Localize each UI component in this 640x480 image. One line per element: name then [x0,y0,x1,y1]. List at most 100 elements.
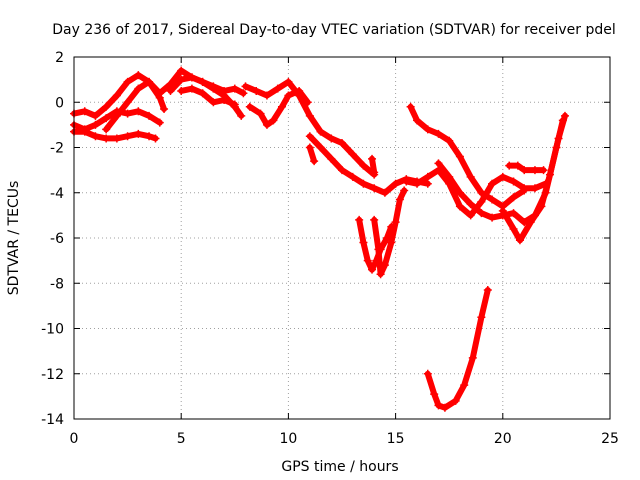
data-point-marker [134,107,143,116]
data-point-marker [123,77,132,86]
data-point-marker [455,152,464,161]
data-point-marker [515,236,524,245]
data-point-marker [445,136,454,145]
data-point-marker [466,172,475,181]
data-point-marker [239,89,248,98]
data-point-marker [440,403,449,412]
data-point-marker [370,184,379,193]
data-point-marker [187,73,196,82]
data-point-marker [488,179,497,188]
data-point-marker [102,114,111,123]
data-point-marker [445,172,454,181]
data-point-marker [406,102,415,111]
data-point-marker [387,238,396,247]
data-point-marker [102,134,111,143]
data-point-marker [177,86,186,95]
data-point-marker [413,116,422,125]
y-tick-label: 2 [55,50,64,66]
data-point-marker [303,98,312,107]
data-point-marker [348,172,357,181]
data-point-marker [466,211,475,220]
x-tick-label: 15 [387,431,405,447]
data-point-marker [498,206,507,215]
data-point-marker [395,195,404,204]
data-point-marker [112,111,121,120]
data-point-marker [112,134,121,143]
y-tick-label: -2 [50,141,64,157]
series-line [407,103,528,210]
data-point-marker [477,197,486,206]
data-point-marker [348,150,357,159]
data-point-marker [359,179,368,188]
data-point-marker [91,111,100,120]
data-point-marker [151,134,160,143]
x-tick-label: 10 [279,431,297,447]
data-point-marker [209,98,218,107]
data-point-marker [460,381,469,390]
data-point-marker [91,132,100,141]
y-tick-label: -10 [41,322,64,338]
data-point-marker [423,369,432,378]
series-arc-8 [245,86,312,129]
data-point-marker [134,129,143,138]
data-point-marker [160,105,169,114]
data-point-marker [430,390,439,399]
y-axis-label: SDTVAR / TECUs [6,181,22,296]
series-arc-7 [241,77,379,179]
data-point-marker [400,186,409,195]
data-point-marker [338,138,346,147]
data-point-marker [509,193,518,202]
data-point-marker [498,172,507,181]
data-point-marker [102,102,111,111]
data-point-marker [155,93,164,102]
data-point-marker [509,177,518,186]
data-point-marker [374,245,383,254]
data-point-marker [423,125,432,134]
series-arc-3 [70,127,160,143]
data-point-marker [380,261,389,270]
data-point-marker [539,166,548,175]
data-point-marker [237,111,246,120]
data-point-marker [145,111,154,120]
data-point-marker [262,120,271,129]
series-arc-16 [423,286,492,412]
data-point-marker [220,86,229,95]
data-point-marker [513,161,522,170]
data-point-marker [112,91,121,100]
data-point-marker [370,168,379,177]
data-point-marker [413,179,422,188]
y-tick-label: -8 [50,276,64,292]
data-point-marker [468,353,477,362]
data-point-marker [477,313,486,322]
data-point-marker [451,396,460,405]
data-point-marker [376,270,385,279]
data-point-marker [380,188,389,197]
data-point-marker [295,86,304,95]
data-point-marker [368,265,377,274]
series-arc-5 [166,73,248,98]
data-point-marker [363,256,372,265]
series-arc-11 [355,215,396,274]
data-point-marker [177,75,186,84]
data-point-marker [305,132,314,141]
data-point-marker [483,286,492,295]
data-point-marker [284,77,293,86]
series-line [499,112,568,244]
data-point-marker [209,82,218,91]
x-tick-label: 0 [70,431,79,447]
data-point-marker [155,118,164,127]
data-point-marker [509,224,518,233]
series-arc-9 [305,132,432,197]
data-point-marker [230,84,239,93]
data-point-marker [198,77,207,86]
data-point-marker [145,77,154,86]
data-point-marker [187,84,196,93]
series-arc-14 [406,102,529,211]
data-point-marker [305,111,314,120]
data-point-marker [316,143,325,152]
data-point-marker [80,127,89,136]
data-point-marker [252,86,261,95]
data-point-marker [310,157,319,166]
data-point-marker [423,179,432,188]
